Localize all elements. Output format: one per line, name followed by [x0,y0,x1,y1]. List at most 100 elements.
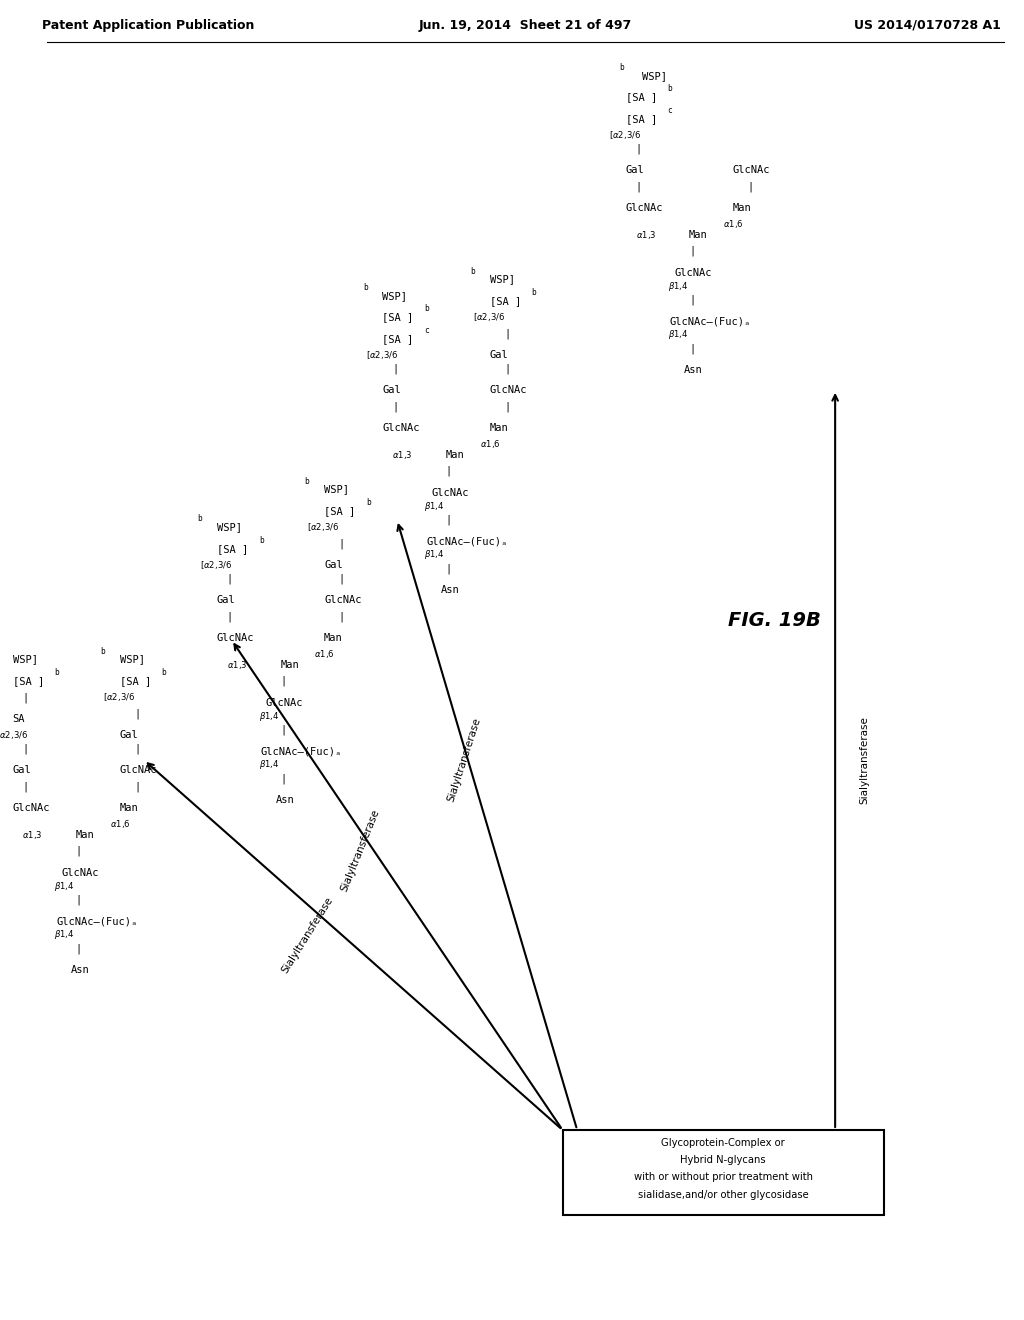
Text: |: | [339,573,345,583]
Text: Asn: Asn [71,965,90,975]
Text: $\beta$1,4: $\beta$1,4 [668,280,688,293]
Text: $\alpha$1,3: $\alpha$1,3 [392,449,413,461]
Text: Gal: Gal [120,730,138,741]
Text: b: b [54,668,59,677]
Text: [SA ]: [SA ] [382,313,414,322]
Text: GlcNAc—(Fuc)ₐ: GlcNAc—(Fuc)ₐ [261,746,342,756]
Text: b: b [304,477,309,486]
Text: [SA ]: [SA ] [324,506,355,516]
Text: [SA ]: [SA ] [626,92,657,103]
Text: Hybrid N-glycans: Hybrid N-glycans [680,1155,766,1166]
Text: [SA ]: [SA ] [12,676,44,686]
Text: $\alpha$1,3: $\alpha$1,3 [636,228,656,242]
Text: [SA ]: [SA ] [217,544,248,554]
Text: [$\alpha$2,3/6: [$\alpha$2,3/6 [366,348,398,362]
Text: WSP]: WSP] [642,71,668,81]
Text: WSP]: WSP] [382,290,408,301]
Text: |: | [392,401,398,412]
Text: |: | [689,343,695,354]
Text: |: | [76,846,82,857]
Text: Man: Man [76,830,94,840]
Text: Asn: Asn [684,366,703,375]
Text: Gal: Gal [382,385,401,395]
Text: |: | [689,294,695,305]
Text: |: | [445,466,452,477]
Text: Sialyltransferase: Sialyltransferase [445,717,482,804]
Text: $\beta$1,4: $\beta$1,4 [54,880,75,892]
Text: b: b [366,498,371,507]
Text: |: | [339,539,345,549]
Text: GlcNAc—(Fuc)ₐ: GlcNAc—(Fuc)ₐ [670,317,751,326]
Text: |: | [504,363,510,374]
Text: |: | [134,709,140,719]
Text: Sialyltransferase: Sialyltransferase [859,715,869,804]
Text: $\alpha$1,3: $\alpha$1,3 [23,829,43,841]
Text: b: b [259,536,263,545]
Text: |: | [281,725,287,735]
Text: |: | [689,246,695,256]
Text: |: | [76,895,82,906]
Text: Sialyltransferase: Sialyltransferase [339,808,381,892]
Text: $\alpha$1,6: $\alpha$1,6 [314,648,335,660]
Text: b: b [100,647,104,656]
Text: |: | [226,611,232,622]
Text: sialidase,and/or other glycosidase: sialidase,and/or other glycosidase [638,1191,809,1200]
Text: |: | [339,611,345,622]
Text: Jun. 19, 2014  Sheet 21 of 497: Jun. 19, 2014 Sheet 21 of 497 [419,18,632,32]
Text: WSP]: WSP] [489,275,514,285]
Text: Man: Man [445,450,465,459]
Text: c: c [424,326,429,335]
Text: $\alpha$1,6: $\alpha$1,6 [480,438,501,450]
Text: |: | [392,363,398,374]
Text: c: c [668,106,673,115]
Text: |: | [504,401,510,412]
Text: [$\alpha$2,3/6: [$\alpha$2,3/6 [0,729,28,741]
Text: GlcNAc: GlcNAc [265,698,303,708]
Text: $\beta$1,4: $\beta$1,4 [424,548,444,561]
Text: Asn: Asn [441,585,460,595]
Text: SA: SA [12,714,25,723]
Text: |: | [636,181,642,191]
Text: GlcNAc: GlcNAc [120,766,157,775]
Text: $\beta$1,4: $\beta$1,4 [259,759,280,771]
Text: |: | [281,676,287,686]
Text: Gal: Gal [324,560,343,570]
Text: Gal: Gal [626,165,644,176]
Text: Patent Application Publication: Patent Application Publication [42,18,254,32]
Text: Man: Man [281,660,299,671]
Text: Man: Man [733,203,752,213]
Text: Sialyltransferase: Sialyltransferase [281,895,335,975]
Text: US 2014/0170728 A1: US 2014/0170728 A1 [854,18,1000,32]
Text: b: b [198,515,202,523]
Text: $\beta$1,4: $\beta$1,4 [54,928,75,941]
Text: [$\alpha$2,3/6: [$\alpha$2,3/6 [103,692,135,704]
Text: b: b [620,62,624,71]
Text: b: b [162,668,166,677]
Text: b: b [362,282,368,292]
Text: GlcNAc: GlcNAc [626,203,664,213]
Text: GlcNAc: GlcNAc [61,867,98,878]
Text: b: b [531,288,537,297]
Text: Asn: Asn [275,795,294,805]
Text: Man: Man [324,634,343,643]
Text: GlcNAc: GlcNAc [489,385,527,395]
Text: GlcNAc—(Fuc)ₐ: GlcNAc—(Fuc)ₐ [426,536,508,546]
Text: [SA ]: [SA ] [382,334,414,345]
Text: [$\alpha$2,3/6: [$\alpha$2,3/6 [473,312,505,323]
Text: b: b [668,84,673,94]
Text: $\alpha$1,3: $\alpha$1,3 [226,659,247,671]
Text: $\beta$1,4: $\beta$1,4 [424,500,444,512]
Text: b: b [470,267,475,276]
Text: GlcNAc: GlcNAc [324,595,361,605]
Text: Gal: Gal [489,350,508,360]
Text: WSP]: WSP] [217,523,242,532]
Text: |: | [445,564,452,574]
Text: GlcNAc: GlcNAc [12,803,50,813]
Text: |: | [281,774,287,784]
Text: [$\alpha$2,3/6: [$\alpha$2,3/6 [201,560,232,572]
Text: FIG. 19B: FIG. 19B [728,610,821,630]
Text: [$\alpha$2,3/6: [$\alpha$2,3/6 [609,129,641,141]
Text: |: | [23,743,29,754]
Text: Glycoprotein-Complex or: Glycoprotein-Complex or [662,1138,785,1148]
Text: |: | [445,515,452,525]
